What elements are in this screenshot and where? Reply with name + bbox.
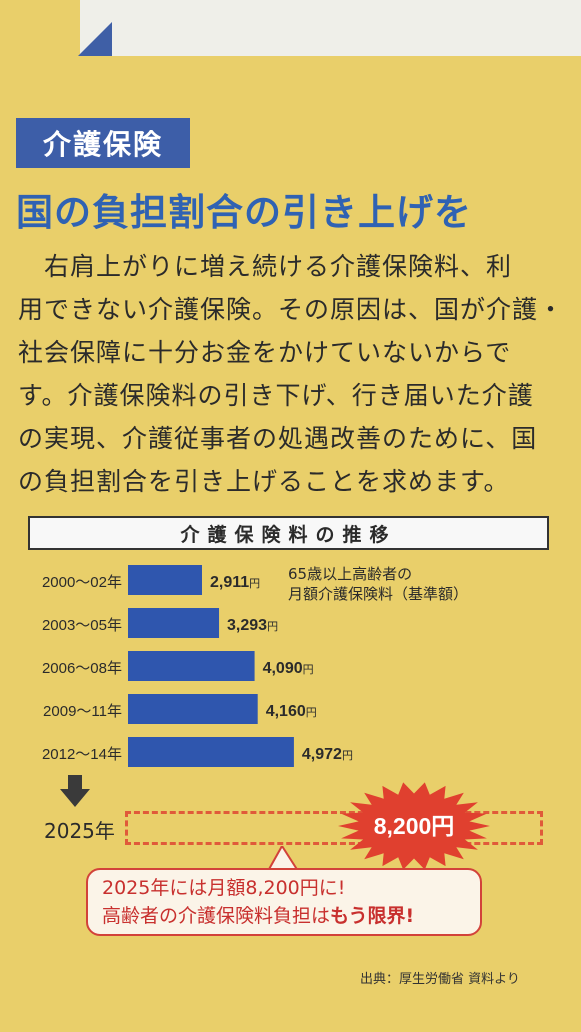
body-line: 社会保障に十分お金をかけていないからで: [18, 338, 512, 367]
body-line: 用できない介護保険。その原因は、国が介護・: [18, 295, 565, 324]
starburst-shape: [338, 782, 490, 870]
category-label: 2006〜08年: [42, 660, 122, 677]
bar-value-label: 3,293円: [227, 617, 278, 634]
projection-value: 8,200円: [374, 813, 455, 839]
bar-value-label: 4,090円: [263, 660, 314, 677]
projection-burst: 8,200円: [338, 782, 490, 870]
body-line: す。介護保険料の引き下げ、行き届いた介護: [18, 381, 534, 410]
body-line: 右肩上がりに増え続ける介護保険料、利: [44, 252, 513, 281]
bar-value-label: 4,972円: [302, 746, 353, 763]
category-label: 2000〜02年: [42, 574, 122, 591]
top-panel: [80, 0, 581, 56]
projection-dashed-bar: [125, 811, 543, 845]
headline: 国の負担割合の引き上げを: [16, 191, 472, 234]
corner-triangle: [78, 22, 112, 56]
chart-note-line2: 月額介護保険料（基準額）: [288, 585, 469, 603]
chart-note: 65歳以上高齢者の 月額介護保険料（基準額）: [288, 564, 468, 604]
bar: [128, 565, 202, 595]
bar: [128, 737, 294, 767]
bar: [128, 608, 220, 638]
body-line: の実現、介護従事者の処遇改善のために、国: [18, 424, 538, 453]
category-label: 2009〜11年: [43, 703, 122, 720]
projection-year: 2025年: [44, 819, 115, 843]
callout-line1: 2025年には月額8,200円に!: [102, 877, 346, 899]
callout-line2: 高齢者の介護保険料負担はもう限界!: [102, 902, 480, 930]
bar-value-label: 2,911円: [210, 574, 260, 591]
section-tag: 介護保険: [16, 118, 190, 168]
bar: [128, 694, 258, 724]
chart-note-line1: 65歳以上高齢者の: [288, 565, 413, 583]
source-credit: 出典：厚生労働省 資料より: [360, 972, 520, 987]
premium-bar-chart: 2000〜02年 2,911円 2003〜05年 3,293円 2006〜08年 4,09…: [42, 565, 353, 767]
callout-emphasis: もう限界!: [330, 905, 415, 927]
bar: [128, 651, 255, 681]
arrow-down-icon: [60, 775, 90, 807]
bar-value-label: 4,160円: [266, 703, 317, 720]
category-label: 2012〜14年: [42, 746, 122, 763]
callout-line2-text: 高齢者の介護保険料負担は: [102, 905, 331, 927]
callout-box: 2025年には月額8,200円に! 高齢者の介護保険料負担はもう限界!: [86, 868, 482, 936]
category-label: 2003〜05年: [42, 617, 122, 634]
body-text: 右肩上がりに増え続ける介護保険料、利 用できない介護保険。その原因は、国が介護・…: [18, 245, 563, 503]
body-line: の負担割合を引き上げることを求めます。: [18, 467, 510, 496]
chart-title: 介護保険料の推移: [28, 516, 549, 550]
